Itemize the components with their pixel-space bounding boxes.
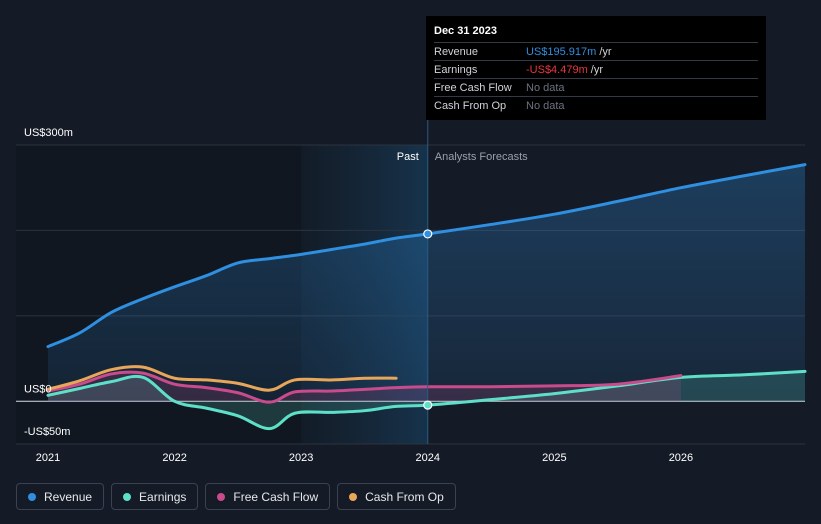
series-lines xyxy=(46,163,807,431)
earnings-line xyxy=(46,369,807,431)
x-tick-label: 2022 xyxy=(162,452,186,464)
tooltip-row-label: Free Cash Flow xyxy=(434,81,512,94)
tooltip-row-value: No data xyxy=(526,81,565,94)
x-axis-labels: 2021 2022 2023 2024 2025 2026 xyxy=(36,452,693,464)
legend-dot-icon xyxy=(349,492,358,501)
tooltip-row: Free Cash Flow No data xyxy=(434,78,758,96)
legend-item-earnings[interactable]: Earnings xyxy=(111,483,199,510)
tooltip-row-label: Revenue xyxy=(434,45,479,58)
free-cash-flow-area xyxy=(48,372,681,403)
legend-item-revenue[interactable]: Revenue xyxy=(16,483,105,510)
x-tick-label: 2024 xyxy=(416,452,440,464)
legend-label: Revenue xyxy=(44,489,93,504)
y-axis-labels: US$300m US$0 -US$50m xyxy=(24,127,73,438)
earnings-highlight-point xyxy=(423,400,433,410)
y-tick-label: US$0 xyxy=(24,383,52,395)
x-tick-label: 2023 xyxy=(289,452,313,464)
legend-dot-icon xyxy=(217,492,226,501)
tooltip-row-value: -US$4.479m xyxy=(526,63,588,76)
tooltip-row-value: No data xyxy=(526,99,565,112)
tooltip-row-unit: /yr xyxy=(590,63,603,76)
legend-dot-icon xyxy=(123,492,132,501)
tooltip-row: Revenue US$195.917m/yr xyxy=(434,42,758,60)
legend-label: Earnings xyxy=(139,489,187,504)
cash-from-op-line xyxy=(46,365,398,392)
legend-label: Cash From Op xyxy=(365,489,444,504)
past-label: Past xyxy=(397,151,419,163)
tooltip-row-label: Earnings xyxy=(434,63,478,76)
x-tick-label: 2026 xyxy=(669,452,693,464)
tooltip: Dec 31 2023 Revenue US$195.917m/yr Earning… xyxy=(426,16,766,120)
legend-dot-icon xyxy=(28,492,36,501)
legend-item-free-cash-flow[interactable]: Free Cash Flow xyxy=(205,483,331,510)
tooltip-row: Cash From Op No data xyxy=(434,96,758,114)
revenue-line xyxy=(46,163,807,349)
legend-item-cash-from-op[interactable]: Cash From Op xyxy=(337,483,456,510)
y-tick-label: US$300m xyxy=(24,127,73,139)
forecast-label: Analysts Forecasts xyxy=(435,151,528,163)
revenue-area xyxy=(48,164,805,402)
revenue-highlight-point xyxy=(423,229,433,239)
legend-label: Free Cash Flow xyxy=(233,489,319,504)
y-tick-label: -US$50m xyxy=(24,426,70,438)
legend: Revenue Earnings Free Cash Flow Cash From O… xyxy=(16,483,456,510)
tooltip-row: Earnings -US$4.479m/yr xyxy=(434,60,758,78)
x-tick-label: 2021 xyxy=(36,452,60,464)
highlight-points xyxy=(423,229,433,410)
x-tick-label: 2025 xyxy=(542,452,566,464)
free-cash-flow-line xyxy=(46,370,683,404)
tooltip-row-label: Cash From Op xyxy=(434,99,507,112)
tooltip-row-unit: /yr xyxy=(599,45,612,58)
tooltip-date: Dec 31 2023 xyxy=(434,25,497,37)
tooltip-row-value: US$195.917m xyxy=(526,45,597,58)
